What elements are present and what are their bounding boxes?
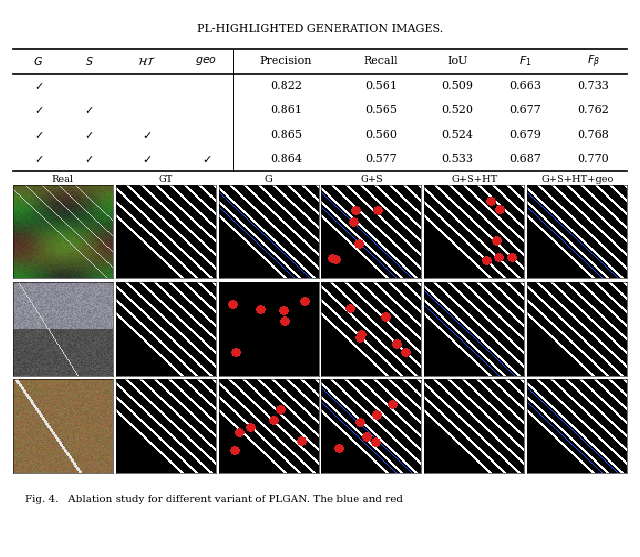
- Text: 0.524: 0.524: [442, 130, 474, 140]
- Text: $\checkmark$: $\checkmark$: [33, 81, 43, 91]
- Text: $F_1$: $F_1$: [519, 55, 532, 69]
- Text: 0.822: 0.822: [270, 81, 302, 91]
- Text: $\checkmark$: $\checkmark$: [33, 130, 43, 140]
- Text: 0.733: 0.733: [577, 81, 609, 91]
- Text: 0.687: 0.687: [509, 154, 541, 164]
- Text: $\checkmark$: $\checkmark$: [142, 130, 152, 140]
- Text: $\checkmark$: $\checkmark$: [84, 105, 94, 115]
- Text: $\checkmark$: $\checkmark$: [202, 154, 211, 164]
- Title: G+S+HT: G+S+HT: [451, 175, 497, 184]
- Text: IoU: IoU: [447, 56, 468, 66]
- Text: 0.861: 0.861: [270, 105, 302, 115]
- Text: 0.679: 0.679: [509, 130, 541, 140]
- Text: 0.865: 0.865: [270, 130, 302, 140]
- Text: $\checkmark$: $\checkmark$: [33, 154, 43, 164]
- Text: 0.770: 0.770: [577, 154, 609, 164]
- Title: GT: GT: [159, 175, 173, 184]
- Text: PL-HIGHLIGHTED GENERATION IMAGES.: PL-HIGHLIGHTED GENERATION IMAGES.: [197, 24, 443, 34]
- Text: 0.762: 0.762: [577, 105, 609, 115]
- Text: $\checkmark$: $\checkmark$: [142, 154, 152, 164]
- Title: G: G: [265, 175, 273, 184]
- Title: Real: Real: [52, 175, 74, 184]
- Text: $G$: $G$: [33, 55, 44, 67]
- Text: $geo$: $geo$: [195, 55, 218, 67]
- Text: 0.677: 0.677: [509, 105, 541, 115]
- Text: 0.663: 0.663: [509, 81, 541, 91]
- Text: 0.768: 0.768: [577, 130, 609, 140]
- Title: G+S: G+S: [360, 175, 383, 184]
- Text: $S$: $S$: [85, 55, 93, 67]
- Text: 0.509: 0.509: [442, 81, 474, 91]
- Text: 0.561: 0.561: [365, 81, 397, 91]
- Text: 0.533: 0.533: [442, 154, 474, 164]
- Title: G+S+HT+geo: G+S+HT+geo: [541, 175, 613, 184]
- Text: Fig. 4.   Ablation study for different variant of PLGAN. The blue and red: Fig. 4. Ablation study for different var…: [25, 495, 403, 504]
- Text: $\mathcal{HT}$: $\mathcal{HT}$: [137, 55, 157, 67]
- Text: $F_{\beta}$: $F_{\beta}$: [587, 53, 600, 70]
- Text: 0.577: 0.577: [365, 154, 397, 164]
- Text: Precision: Precision: [260, 56, 312, 66]
- Text: $\checkmark$: $\checkmark$: [84, 154, 94, 164]
- Text: $\checkmark$: $\checkmark$: [33, 105, 43, 115]
- Text: 0.520: 0.520: [442, 105, 474, 115]
- Text: 0.864: 0.864: [270, 154, 302, 164]
- Text: $\checkmark$: $\checkmark$: [84, 130, 94, 140]
- Text: 0.560: 0.560: [365, 130, 397, 140]
- Text: 0.565: 0.565: [365, 105, 397, 115]
- Text: Recall: Recall: [364, 56, 399, 66]
